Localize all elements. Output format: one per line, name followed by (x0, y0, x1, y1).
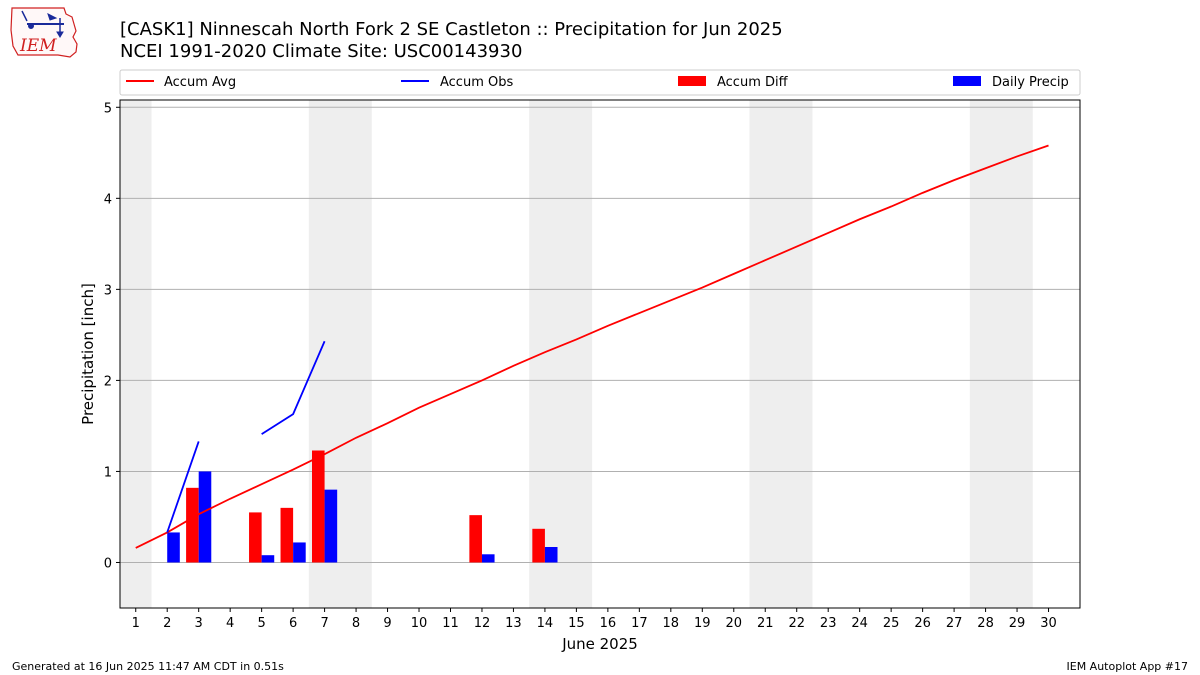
bar-daily-precip (481, 554, 495, 563)
x-tick-label: 24 (851, 616, 868, 631)
x-tick-label: 28 (977, 616, 994, 631)
x-tick-label: 13 (505, 616, 522, 631)
legend-frame (119, 69, 1081, 96)
x-tick-label: 14 (537, 616, 554, 631)
x-tick-label: 1 (132, 616, 140, 631)
bar-accum-diff (532, 528, 545, 563)
legend-label-accum-obs: Accum Obs (440, 75, 513, 90)
legend-item-accum-diff: Accum Diff (678, 75, 789, 90)
x-tick-label: 10 (411, 616, 428, 631)
bar-series (167, 450, 558, 563)
x-axis-ticks: 1 2 3 4 5 6 7 8 9 10 11 12 13 14 15 16 17 18 19 20 21 22 23 24 2… (132, 608, 1057, 631)
line-series (135, 144, 1049, 549)
y-axis-label: Precipitation [inch] (79, 283, 97, 425)
bar-daily-precip (198, 471, 212, 563)
x-tick-label: 7 (320, 616, 328, 631)
y-tick-label: 3 (104, 283, 112, 298)
plot-frame (119, 99, 1081, 609)
bar-accum-diff (280, 507, 294, 563)
legend: Accum Avg Accum Obs Accum Diff Daily Pre… (119, 69, 1081, 96)
bar-daily-precip (167, 532, 180, 563)
chart-title: [CASK1] Ninnescah North Fork 2 SE Castle… (120, 19, 783, 40)
x-tick-label: 20 (725, 616, 742, 631)
x-tick-label: 26 (914, 616, 931, 631)
legend-label-accum-diff: Accum Diff (717, 75, 789, 90)
x-tick-label: 3 (195, 616, 203, 631)
x-tick-label: 18 (663, 616, 680, 631)
weather-station-icon (21, 10, 64, 38)
bar-daily-precip (544, 547, 558, 563)
weekend-band (120, 100, 152, 608)
x-tick-label: 5 (257, 616, 265, 631)
x-tick-label: 25 (883, 616, 900, 631)
legend-item-accum-avg: Accum Avg (126, 75, 236, 90)
legend-label-accum-avg: Accum Avg (164, 75, 236, 90)
y-tick-label: 4 (104, 192, 112, 207)
x-tick-label: 15 (568, 616, 585, 631)
line-accum-obs (166, 441, 200, 533)
line-accum-avg (135, 144, 1049, 549)
x-tick-label: 9 (383, 616, 391, 631)
legend-item-accum-obs: Accum Obs (401, 75, 513, 90)
x-tick-label: 17 (631, 616, 648, 631)
logo-text: IEM (19, 36, 57, 56)
bar-daily-precip (293, 542, 306, 563)
x-tick-label: 12 (474, 616, 491, 631)
x-tick-label: 27 (946, 616, 963, 631)
bar-daily-precip (324, 489, 338, 563)
bar-accum-diff (186, 487, 199, 563)
gridlines (120, 106, 1080, 563)
x-tick-label: 11 (442, 616, 459, 631)
footer-generated: Generated at 16 Jun 2025 11:47 AM CDT in… (12, 660, 284, 673)
x-tick-label: 22 (788, 616, 805, 631)
footer-app: IEM Autoplot App #17 (1067, 660, 1189, 673)
y-tick-label: 1 (104, 465, 112, 480)
y-tick-label: 2 (104, 374, 112, 389)
iem-logo: IEM (10, 7, 78, 58)
x-tick-label: 21 (757, 616, 774, 631)
x-axis-label: June 2025 (561, 635, 638, 653)
x-tick-label: 2 (163, 616, 171, 631)
x-tick-label: 19 (694, 616, 711, 631)
legend-label-daily-precip: Daily Precip (992, 75, 1069, 90)
x-tick-label: 6 (289, 616, 297, 631)
legend-item-daily-precip: Daily Precip (953, 75, 1069, 90)
x-tick-label: 29 (1009, 616, 1026, 631)
legend-swatch-daily-precip (953, 76, 981, 86)
bar-accum-diff (312, 450, 325, 563)
line-accum-obs (261, 340, 326, 435)
weekend-band (969, 100, 1033, 608)
x-tick-label: 23 (820, 616, 837, 631)
y-tick-label: 5 (104, 101, 112, 116)
x-tick-label: 8 (352, 616, 360, 631)
y-tick-label: 0 (104, 556, 112, 571)
bar-accum-diff (249, 512, 262, 563)
bar-accum-diff (469, 515, 482, 563)
bar-daily-precip (261, 555, 275, 563)
weekend-band (749, 100, 813, 608)
y-axis-ticks: 0 1 2 3 4 5 (104, 101, 120, 571)
x-tick-label: 4 (226, 616, 234, 631)
chart-subtitle: NCEI 1991-2020 Climate Site: USC00143930 (120, 41, 522, 62)
legend-swatch-accum-diff (678, 76, 706, 86)
x-tick-label: 30 (1040, 616, 1057, 631)
x-tick-label: 16 (600, 616, 617, 631)
